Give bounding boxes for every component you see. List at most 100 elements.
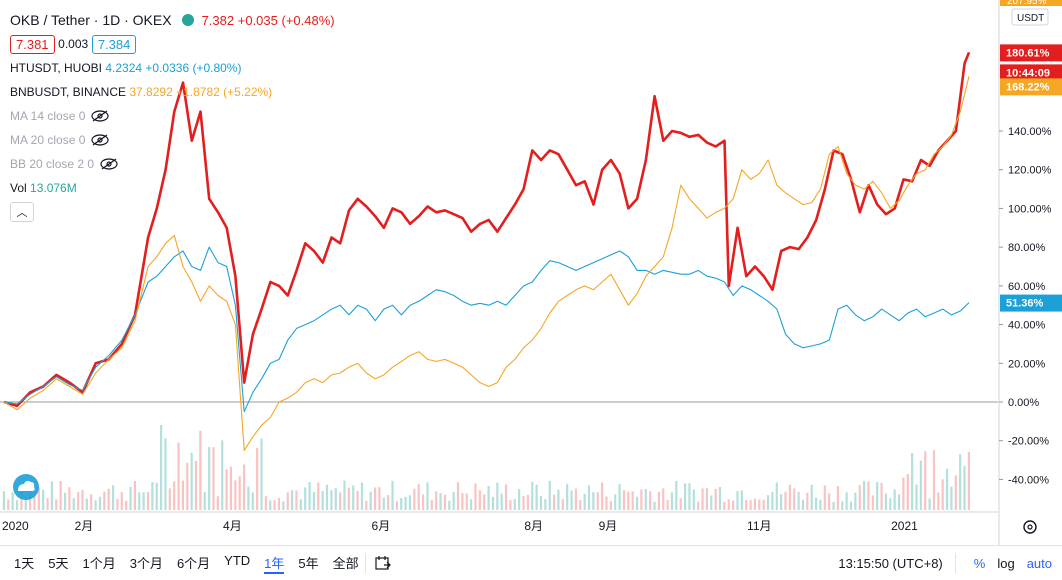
volume-bar xyxy=(186,462,189,510)
volume-bar xyxy=(46,498,49,510)
volume-bar xyxy=(644,489,647,510)
volume-bar xyxy=(500,493,503,510)
main-symbol-row: OKB / Tether · 1D · OKEX 7.382 +0.035 (+… xyxy=(10,8,335,32)
volume-bar xyxy=(478,490,481,510)
ask-price[interactable]: 7.384 xyxy=(91,34,137,54)
bid-price[interactable]: 7.381 xyxy=(10,34,55,54)
goto-date-icon[interactable] xyxy=(374,555,392,571)
volume-bar xyxy=(439,493,442,510)
indicator-row-ma20[interactable]: MA 20 close 0 xyxy=(10,128,335,152)
symbol-title[interactable]: OKB / Tether · 1D · OKEX xyxy=(10,12,172,28)
hidden-eye-icon[interactable] xyxy=(100,158,118,170)
volume-bar xyxy=(579,500,582,510)
volume-bar xyxy=(373,487,377,510)
percent-scale-button[interactable]: % xyxy=(973,555,986,571)
range-button-0[interactable]: 1天 xyxy=(14,555,35,571)
volume-bar xyxy=(653,501,656,510)
series-line-1[interactable] xyxy=(3,246,970,413)
volume-bar xyxy=(683,483,687,510)
range-button-8[interactable]: 全部 xyxy=(332,555,359,571)
volume-bar xyxy=(103,491,106,510)
clock[interactable]: 13:15:50 (UTC+8) xyxy=(838,555,943,571)
volume-bar xyxy=(42,489,45,510)
toolbar-separator xyxy=(364,553,366,573)
volume-bar xyxy=(828,493,831,510)
volume-bar xyxy=(539,495,543,510)
volume-bar xyxy=(159,425,163,510)
volume-bar xyxy=(788,484,791,510)
indicator-row-ma14[interactable]: MA 14 close 0 xyxy=(10,104,335,128)
volume-bar xyxy=(749,500,752,510)
indicator-label-bb: BB 20 close 2 0 xyxy=(10,157,95,171)
volume-bar xyxy=(146,492,150,510)
okb-price-badge[interactable] xyxy=(1000,44,1062,62)
volume-bar xyxy=(312,491,316,510)
volume-bar xyxy=(688,483,691,510)
volume-bar xyxy=(950,486,953,510)
compare-row-ht[interactable]: HTUSDT, HUOBI 4.2324 +0.0336 (+0.80%) xyxy=(10,56,335,80)
range-button-6[interactable]: 1年 xyxy=(264,553,285,574)
time-axis-label: 8月 xyxy=(524,519,543,533)
y-tick-label: 0.00% xyxy=(1008,397,1039,409)
volume-bar xyxy=(522,495,525,510)
hidden-eye-icon[interactable] xyxy=(91,110,109,122)
toolbar-separator xyxy=(954,553,956,573)
volume-bar xyxy=(941,479,944,510)
series-line-2[interactable] xyxy=(3,76,970,451)
volume-row[interactable]: Vol 13.076M xyxy=(10,176,335,200)
range-button-1[interactable]: 5天 xyxy=(48,555,69,571)
volume-bar xyxy=(251,492,254,510)
ht-price-badge[interactable] xyxy=(1000,294,1062,312)
auto-scale-button[interactable]: auto xyxy=(1026,555,1052,571)
volume-bar xyxy=(286,492,289,510)
volume-bar xyxy=(199,430,202,510)
range-button-2[interactable]: 1个月 xyxy=(82,555,116,571)
okb-price-badge-label: 180.61% xyxy=(1006,47,1050,59)
compare-row-bnb[interactable]: BNBUSDT, BINANCE 37.8292 +1.8782 (+5.22%… xyxy=(10,80,335,104)
volume-bar xyxy=(967,452,970,510)
indicator-row-bb[interactable]: BB 20 close 2 0 xyxy=(10,152,335,176)
volume-bar xyxy=(94,500,97,510)
spread-value: 0.003 xyxy=(58,37,89,51)
volume-bar xyxy=(11,492,14,510)
ht-price-badge-label: 51.36% xyxy=(1006,298,1044,310)
range-button-4[interactable]: 6个月 xyxy=(176,555,211,571)
volume-bar xyxy=(63,492,67,510)
chart-area[interactable]: -40.00% -20.00% 0.00% 20.00% 40.00% 60.00% 80.… xyxy=(0,0,1062,545)
volume-bar xyxy=(421,494,425,510)
volume-bar xyxy=(474,483,477,510)
volume-bar xyxy=(378,487,381,510)
volume-bar xyxy=(129,487,132,510)
y-tick-label: 140.00% xyxy=(1008,126,1052,138)
volume-bar xyxy=(814,497,818,510)
volume-bar xyxy=(212,447,215,510)
volume-bar xyxy=(592,492,595,510)
log-scale-button[interactable]: log xyxy=(997,555,1015,571)
settings-gear-icon[interactable] xyxy=(1023,520,1037,534)
volume-bar xyxy=(906,474,909,510)
range-button-3[interactable]: 3个月 xyxy=(129,555,163,571)
collapse-row: ︿ xyxy=(10,200,335,224)
series-line-0[interactable] xyxy=(3,51,971,408)
range-button-7[interactable]: 5年 xyxy=(298,555,319,571)
volume-bar xyxy=(308,482,311,510)
volume-bar xyxy=(133,480,136,510)
hidden-eye-icon[interactable] xyxy=(91,134,109,146)
range-button-5[interactable]: YTD xyxy=(224,552,251,568)
y-tick-label: -20.00% xyxy=(1008,436,1049,448)
volume-bar xyxy=(714,488,717,510)
unit-badge[interactable] xyxy=(1011,8,1049,26)
volume-bar xyxy=(456,482,460,510)
okb-time-badge[interactable] xyxy=(1000,64,1062,82)
compare-label-bnb: BNBUSDT, BINANCE xyxy=(10,85,127,99)
volume-bar xyxy=(317,482,320,510)
volume-bar xyxy=(120,492,123,510)
price-chart[interactable]: -40.00% -20.00% 0.00% 20.00% 40.00% 60.00% 80.… xyxy=(0,0,1062,545)
y-tick-label: 100.00% xyxy=(1008,203,1052,215)
volume-bar xyxy=(937,492,940,510)
bnb-price-badge[interactable] xyxy=(1000,78,1062,96)
collapse-legend-button[interactable]: ︿ xyxy=(10,202,34,222)
time-axis-label: 2021 xyxy=(891,519,918,533)
volume-bar xyxy=(269,500,272,510)
volume-bar xyxy=(339,492,342,510)
